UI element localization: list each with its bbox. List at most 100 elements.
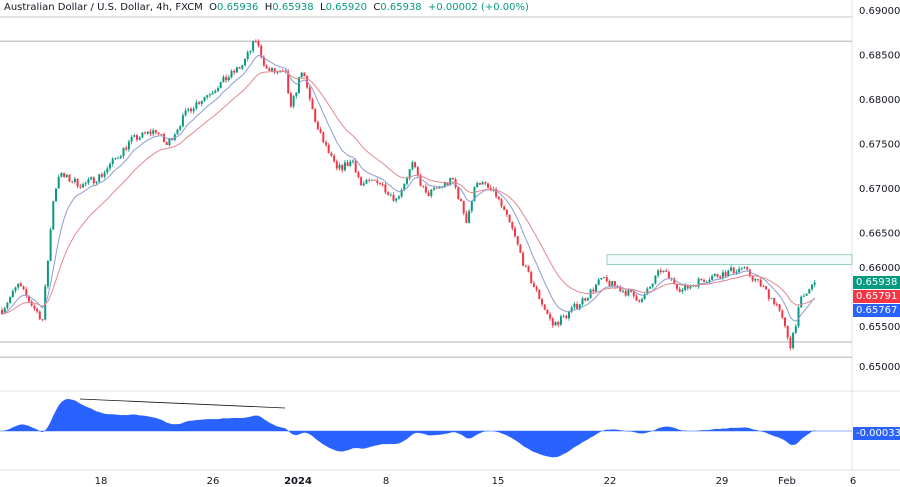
candle-body: [654, 275, 657, 284]
candle-body: [627, 290, 630, 296]
candle-body: [559, 316, 562, 325]
candle-body: [738, 268, 741, 273]
candle-body: [530, 271, 533, 284]
candle-body: [422, 185, 425, 187]
price-tick: 0.66000: [859, 263, 900, 274]
candle-body: [646, 288, 649, 295]
candle-body: [319, 129, 322, 133]
candle-body: [141, 132, 144, 138]
candle-body: [684, 285, 687, 290]
candle-body: [430, 189, 433, 197]
candle-body: [638, 300, 641, 302]
candle-body: [743, 267, 746, 268]
candle-body: [90, 177, 93, 180]
candle-body: [11, 290, 14, 298]
candle-body: [395, 198, 398, 201]
candle-body: [117, 157, 120, 159]
candle-body: [211, 92, 214, 95]
candle-body: [514, 228, 516, 237]
candle-body: [82, 184, 84, 188]
price-tick: 0.69000: [859, 6, 900, 17]
candle-body: [433, 187, 435, 190]
fast-ma-line: [1, 54, 816, 322]
candle-body: [335, 161, 338, 169]
candle-body: [249, 50, 252, 53]
candle-body: [632, 291, 635, 297]
candle-body: [9, 297, 12, 303]
candle-body: [109, 164, 111, 169]
candle-body: [25, 289, 28, 296]
candle-body: [3, 308, 6, 314]
candle-body: [71, 181, 74, 183]
candle-body: [65, 174, 68, 177]
candle-body: [84, 183, 87, 185]
candle-body: [754, 279, 757, 281]
candle-body: [52, 201, 55, 230]
candle-body: [22, 286, 25, 290]
candle-body: [79, 186, 82, 188]
candle-body: [624, 290, 627, 296]
candle-body: [295, 92, 298, 97]
candle-body: [168, 138, 171, 146]
candle-body: [746, 267, 749, 270]
candle-body: [597, 279, 600, 285]
candle-body: [703, 280, 705, 282]
candle-body: [381, 183, 384, 185]
close-label: C: [373, 2, 381, 13]
candle-body: [103, 172, 106, 177]
close-value: 0.65938: [380, 2, 422, 13]
candle-body: [19, 283, 22, 287]
candle-body: [200, 100, 203, 104]
candle-body: [689, 286, 692, 289]
candle-body: [784, 317, 786, 326]
high-value: 0.65938: [272, 2, 314, 13]
candle-body: [468, 211, 471, 223]
candle-body: [619, 287, 622, 292]
candle-body: [635, 296, 638, 301]
date-tick: 18: [95, 476, 108, 487]
candle-body: [46, 260, 49, 287]
candle-body: [114, 158, 117, 160]
candle-body: [659, 270, 662, 272]
candle-body: [767, 289, 770, 299]
candle-body: [260, 45, 263, 58]
candle-body: [570, 307, 573, 312]
candle-body: [465, 213, 468, 223]
candle-body: [435, 187, 438, 189]
candle-body: [122, 147, 125, 157]
candle-body: [365, 179, 368, 184]
candle-body: [268, 68, 271, 71]
price-tick: 0.66500: [859, 229, 900, 240]
candle-body: [484, 182, 487, 184]
date-tick: 2024: [284, 476, 312, 487]
candle-body: [133, 135, 136, 137]
candle-body: [454, 179, 457, 188]
candle-body: [757, 279, 759, 280]
candle-body: [427, 192, 430, 197]
candle-body: [424, 186, 427, 193]
candle-body: [500, 199, 503, 207]
candle-body: [643, 294, 646, 299]
candle-body: [397, 196, 400, 199]
candle-body: [446, 182, 449, 185]
candle-body: [495, 188, 498, 197]
candle-body: [222, 77, 225, 83]
candle-body: [392, 194, 395, 201]
candle-body: [36, 308, 39, 312]
price-tick: 0.68500: [859, 51, 900, 62]
candle-body: [384, 184, 387, 193]
candle-body: [584, 298, 587, 301]
candle-body: [1, 309, 3, 314]
candle-body: [346, 162, 349, 167]
candle-body: [568, 311, 570, 319]
candle-body: [740, 267, 743, 269]
candle-body: [149, 131, 152, 134]
candle-body: [565, 315, 568, 319]
candle-body: [676, 284, 678, 289]
candle-body: [165, 141, 168, 146]
candle-body: [173, 134, 176, 141]
candle-body: [316, 122, 319, 130]
candle-body: [152, 130, 155, 134]
